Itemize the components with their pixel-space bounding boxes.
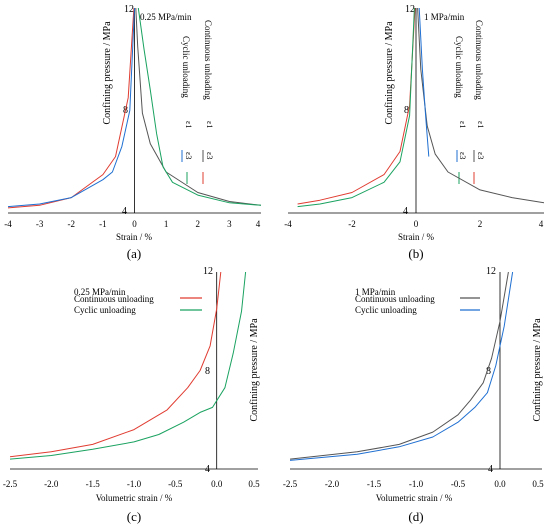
panel-d-xtick: -2.0 — [325, 479, 340, 489]
panel-a-xtick: 0 — [132, 219, 137, 229]
panel-a-legend-symbol: ε3 — [205, 152, 214, 159]
panel-a-xlabel: Strain / % — [116, 232, 152, 242]
panel-a-legend-continuous: Continuous unloading — [203, 20, 213, 100]
panel-b-xtick: 4 — [539, 219, 544, 229]
panel-c-panel-label: (c) — [127, 509, 141, 524]
panel-a-xtick: 1 — [164, 219, 169, 229]
panel-a-series-line-1 — [8, 8, 135, 209]
panel-c-xtick: -2.5 — [3, 479, 18, 489]
panel-d-xtick: -0.5 — [451, 479, 466, 489]
panel-b-ytick: 8 — [404, 105, 409, 116]
panel-b-series-line-3 — [297, 8, 415, 208]
panel-b-series-line-0 — [417, 8, 544, 204]
panel-a-rate-label: 0.25 MPa/min — [140, 12, 192, 22]
panel-a-series-line-2 — [8, 8, 135, 208]
panel-a-xtick: 2 — [196, 219, 201, 229]
panel-c-series-line-0 — [10, 272, 222, 458]
panel-a-ytick: 12 — [124, 4, 134, 15]
panel-b-legend-symbol: ε1 — [458, 121, 467, 128]
panel-d-ytick: 12 — [486, 266, 496, 277]
panel-b-legend-continuous: Continuous unloading — [474, 20, 484, 100]
panel-c-xtick: -1.0 — [127, 479, 142, 489]
panel-d-xticks: -2.5 -2.0 -1.5 -1.0 -0.5 0.0 0.5 — [283, 479, 544, 489]
panel-b-xtick: 0 — [414, 219, 419, 229]
panel-a-ylabel: Confining pressure / MPa — [102, 21, 113, 125]
panel-c-ylabel: Confining pressure / MPa — [249, 318, 260, 422]
panel-a-legend-cyclic: Cyclic unloading — [181, 36, 191, 98]
panel-a-xtick: 3 — [227, 219, 232, 229]
panel-a-ytick: 4 — [122, 206, 127, 217]
panel-d-series-line-1 — [290, 272, 514, 461]
panel-a-series-line-0 — [135, 8, 261, 206]
panel-c-ytick: 4 — [205, 464, 210, 475]
panel-b: -4 -2 0 2 4 12 8 4 Confining pressure / … — [284, 4, 544, 261]
panel-d-ytick: 8 — [486, 366, 491, 377]
panel-c-xticks: -2.5 -2.0 -1.5 -1.0 -0.5 0.0 0.5 — [3, 479, 260, 489]
panel-c-ytick: 12 — [203, 266, 213, 277]
panel-a-legend-symbol: ε3 — [184, 152, 193, 159]
panel-a-legend-symbol: ε1 — [205, 121, 214, 128]
panel-d-legend-label-cyclic: Cyclic unloading — [355, 305, 417, 315]
panel-d-rate-label: 1 MPa/min — [355, 287, 396, 297]
panel-b-rate-label: 1 MPa/min — [424, 12, 465, 22]
panel-a: -4 -3 -2 -1 0 1 2 3 4 12 8 4 Confining p… — [4, 4, 261, 261]
panel-a-series — [8, 8, 261, 209]
panel-b-xtick: -2 — [348, 219, 356, 229]
panel-c-series-line-1 — [10, 272, 247, 460]
panel-a-series-line-3 — [137, 8, 261, 206]
panel-d-series — [290, 272, 514, 461]
panel-b-xtick: -4 — [284, 219, 292, 229]
panel-b-panel-label: (b) — [408, 246, 423, 261]
panel-c-ytick: 8 — [205, 366, 210, 377]
panel-c-xtick: -2.0 — [44, 479, 59, 489]
panel-a-legend-symbol: ε1 — [184, 121, 193, 128]
panel-b-series-line-2 — [418, 8, 430, 157]
panel-d-xtick: 0.0 — [494, 479, 506, 489]
panel-d-xlabel: Volumetric strain / % — [376, 493, 453, 503]
panel-d-ylabel: Confining pressure / MPa — [532, 318, 543, 422]
panel-c-xtick: -1.5 — [86, 479, 101, 489]
panel-a-xtick: -2 — [68, 219, 76, 229]
panel-c-xtick: 0.5 — [248, 479, 260, 489]
panel-b-xticks: -4 -2 0 2 4 — [284, 219, 544, 229]
panel-d-panel-label: (d) — [408, 509, 423, 524]
panel-c-rate-label: 0.25 MPa/min — [74, 287, 126, 297]
panel-a-xtick: -4 — [4, 219, 12, 229]
panel-a-panel-label: (a) — [127, 246, 141, 261]
panel-a-xtick: -3 — [36, 219, 44, 229]
panel-b-legend-cyclic: Cyclic unloading — [454, 36, 464, 98]
panel-d-ytick: 4 — [488, 464, 493, 475]
panel-a-xticks: -4 -3 -2 -1 0 1 2 3 4 — [4, 219, 261, 229]
panel-b-series-line-1 — [297, 8, 416, 205]
panel-c-xtick: -0.5 — [168, 479, 183, 489]
panel-c-series — [10, 272, 247, 460]
panel-c-legend: Continuous unloading Cyclic unloading — [74, 294, 202, 315]
panel-b-legend-symbol: ε3 — [458, 152, 467, 159]
panel-b-ytick: 4 — [403, 206, 408, 217]
panel-b-series — [297, 8, 544, 208]
panel-b-ytick: 12 — [405, 4, 415, 15]
panel-c-legend-label-continuous: Continuous unloading — [74, 294, 154, 304]
panel-d-legend-label-continuous: Continuous unloading — [355, 294, 435, 304]
panel-c: -2.5 -2.0 -1.5 -1.0 -0.5 0.0 0.5 12 8 4 … — [3, 266, 260, 524]
panel-a-xtick: 4 — [256, 219, 261, 229]
panel-a-xtick: -1 — [99, 219, 107, 229]
panel-c-xtick: 0.0 — [211, 479, 223, 489]
panel-d-xtick: -1.5 — [367, 479, 382, 489]
panel-b-xlabel: Strain / % — [398, 232, 434, 242]
panel-d: -2.5 -2.0 -1.5 -1.0 -0.5 0.0 0.5 12 8 4 … — [283, 266, 544, 524]
panel-d-series-line-0 — [290, 272, 509, 460]
panel-c-legend-label-cyclic: Cyclic unloading — [74, 305, 136, 315]
panel-b-xtick: 2 — [478, 219, 483, 229]
panel-d-xtick: -1.0 — [409, 479, 424, 489]
panel-d-legend: Continuous unloading Cyclic unloading — [355, 294, 480, 315]
panel-c-xlabel: Volumetric strain / % — [96, 493, 173, 503]
panel-d-xtick: -2.5 — [283, 479, 298, 489]
panel-d-xtick: 0.5 — [532, 479, 544, 489]
panel-b-ylabel: Confining pressure / MPa — [384, 21, 395, 125]
panel-b-legend-symbol: ε3 — [476, 152, 485, 159]
panel-b-legend-symbol: ε1 — [476, 121, 485, 128]
